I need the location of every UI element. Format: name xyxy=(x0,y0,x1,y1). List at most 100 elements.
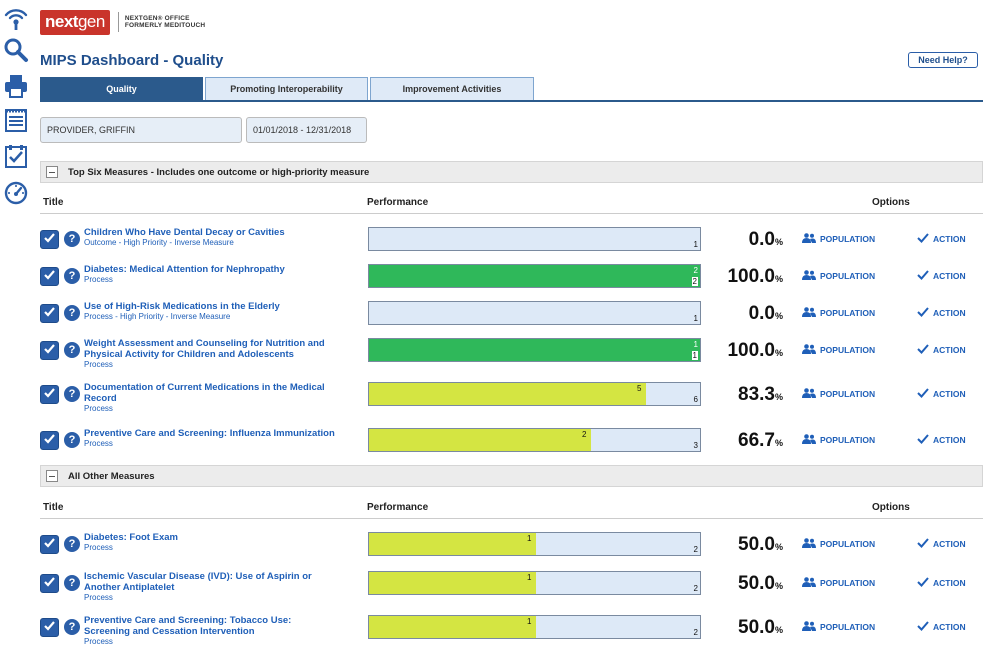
measure-name-line1[interactable]: Diabetes: Medical Attention for Nephropa… xyxy=(84,264,285,275)
search-icon[interactable] xyxy=(2,36,30,64)
performance-fill xyxy=(369,616,536,638)
section-all-other-measures[interactable]: All Other Measures xyxy=(40,465,983,487)
tab-promoting-interoperability[interactable]: Promoting Interoperability xyxy=(205,77,368,100)
action-label: ACTION xyxy=(933,308,966,318)
population-button[interactable]: POPULATION xyxy=(802,344,875,356)
numerator-label: 1 xyxy=(693,340,698,349)
measure-name-line1[interactable]: Documentation of Current Medications in … xyxy=(84,382,325,393)
population-button[interactable]: POPULATION xyxy=(802,233,875,245)
column-headers: Title Performance Options xyxy=(40,194,983,214)
action-label: ACTION xyxy=(933,234,966,244)
action-button[interactable]: ACTION xyxy=(917,434,966,446)
action-button[interactable]: ACTION xyxy=(917,538,966,550)
checkmark-icon xyxy=(917,577,933,589)
action-button[interactable]: ACTION xyxy=(917,307,966,319)
question-circle-icon[interactable]: ? xyxy=(64,305,80,321)
measure-checkbox[interactable] xyxy=(40,304,59,323)
dashboard-gauge-icon[interactable] xyxy=(2,178,30,206)
measure-checkbox[interactable] xyxy=(40,431,59,450)
measure-name-line2[interactable]: Screening and Cessation Intervention xyxy=(84,626,255,637)
percent-value: 50.0 xyxy=(738,617,775,638)
measure-name-line1[interactable]: Preventive Care and Screening: Tobacco U… xyxy=(84,615,292,626)
population-button[interactable]: POPULATION xyxy=(802,270,875,282)
numerator-label: 2 xyxy=(693,266,698,275)
notepad-icon[interactable] xyxy=(2,106,30,134)
question-circle-icon[interactable]: ? xyxy=(64,575,80,591)
population-button[interactable]: POPULATION xyxy=(802,388,875,400)
section-top-six-measures[interactable]: Top Six Measures - Includes one outcome … xyxy=(40,161,983,183)
percent-value: 50.0 xyxy=(738,534,775,555)
action-label: ACTION xyxy=(933,345,966,355)
measure-subtitle: Process xyxy=(84,637,113,646)
action-button[interactable]: ACTION xyxy=(917,577,966,589)
action-button[interactable]: ACTION xyxy=(917,233,966,245)
percent-value: 83.3 xyxy=(738,384,775,405)
checkmark-icon xyxy=(43,231,56,249)
measure-name-line2[interactable]: Physical Activity for Children and Adole… xyxy=(84,349,294,360)
tab-quality[interactable]: Quality xyxy=(40,77,203,100)
measure-title: Preventive Care and Screening: Tobacco U… xyxy=(84,615,344,647)
question-circle-icon[interactable]: ? xyxy=(64,619,80,635)
measure-checkbox[interactable] xyxy=(40,385,59,404)
action-button[interactable]: ACTION xyxy=(917,344,966,356)
population-label: POPULATION xyxy=(820,271,876,281)
measure-title: Children Who Have Dental Decay or Caviti… xyxy=(84,227,344,248)
question-circle-icon[interactable]: ? xyxy=(64,536,80,552)
measure-name-line2[interactable]: Record xyxy=(84,393,117,404)
column-performance: Performance xyxy=(367,197,429,208)
question-circle-icon[interactable]: ? xyxy=(64,432,80,448)
measure-checkbox[interactable] xyxy=(40,535,59,554)
question-circle-icon[interactable]: ? xyxy=(64,268,80,284)
population-button[interactable]: POPULATION xyxy=(802,538,875,550)
population-label: POPULATION xyxy=(820,234,876,244)
denominator-label: 1 xyxy=(693,314,698,323)
question-circle-icon[interactable]: ? xyxy=(64,342,80,358)
denominator-label: 2 xyxy=(691,277,698,286)
population-button[interactable]: POPULATION xyxy=(802,307,875,319)
measure-checkbox[interactable] xyxy=(40,230,59,249)
column-performance: Performance xyxy=(367,502,429,513)
measure-checkbox[interactable] xyxy=(40,341,59,360)
population-button[interactable]: POPULATION xyxy=(802,621,875,633)
measure-name-line1[interactable]: Use of High-Risk Medications in the Elde… xyxy=(84,301,280,312)
measure-name-line1[interactable]: Preventive Care and Screening: Influenza… xyxy=(84,428,335,439)
measure-checkbox[interactable] xyxy=(40,618,59,637)
measure-name-line1[interactable]: Ischemic Vascular Disease (IVD): Use of … xyxy=(84,571,312,582)
measure-name-line1[interactable]: Diabetes: Foot Exam xyxy=(84,532,178,543)
population-button[interactable]: POPULATION xyxy=(802,434,875,446)
collapse-toggle-icon[interactable] xyxy=(46,470,58,482)
measure-subtitle: Process xyxy=(84,439,113,448)
wireless-icon[interactable] xyxy=(2,4,30,32)
population-button[interactable]: POPULATION xyxy=(802,577,875,589)
measure-name-line2[interactable]: Another Antiplatelet xyxy=(84,582,175,593)
checkmark-icon xyxy=(917,621,933,633)
date-range-field[interactable]: 01/01/2018 - 12/31/2018 xyxy=(246,117,367,143)
checkmark-icon xyxy=(43,432,56,450)
column-headers: Title Performance Options xyxy=(40,499,983,519)
question-circle-icon[interactable]: ? xyxy=(64,386,80,402)
measure-name-line1[interactable]: Weight Assessment and Counseling for Nut… xyxy=(84,338,325,349)
checklist-icon[interactable] xyxy=(2,142,30,170)
tab-improvement-activities[interactable]: Improvement Activities xyxy=(370,77,534,100)
printer-icon[interactable] xyxy=(2,72,30,100)
measure-row: ? Children Who Have Dental Decay or Cavit… xyxy=(40,227,983,261)
action-button[interactable]: ACTION xyxy=(917,270,966,282)
question-circle-icon[interactable]: ? xyxy=(64,231,80,247)
people-icon xyxy=(802,307,820,319)
performance-bar: 1 xyxy=(368,301,701,325)
checkmark-icon xyxy=(917,270,933,282)
measure-checkbox[interactable] xyxy=(40,267,59,286)
action-button[interactable]: ACTION xyxy=(917,621,966,633)
performance-percent: 83.3% xyxy=(738,384,783,405)
collapse-toggle-icon[interactable] xyxy=(46,166,58,178)
provider-field[interactable]: PROVIDER, GRIFFIN xyxy=(40,117,242,143)
people-icon xyxy=(802,388,820,400)
checkmark-icon xyxy=(43,575,56,593)
measure-checkbox[interactable] xyxy=(40,574,59,593)
measure-name-line1[interactable]: Children Who Have Dental Decay or Caviti… xyxy=(84,227,285,238)
action-button[interactable]: ACTION xyxy=(917,388,966,400)
denominator-label: 2 xyxy=(693,584,698,593)
need-help-button[interactable]: Need Help? xyxy=(908,52,978,68)
